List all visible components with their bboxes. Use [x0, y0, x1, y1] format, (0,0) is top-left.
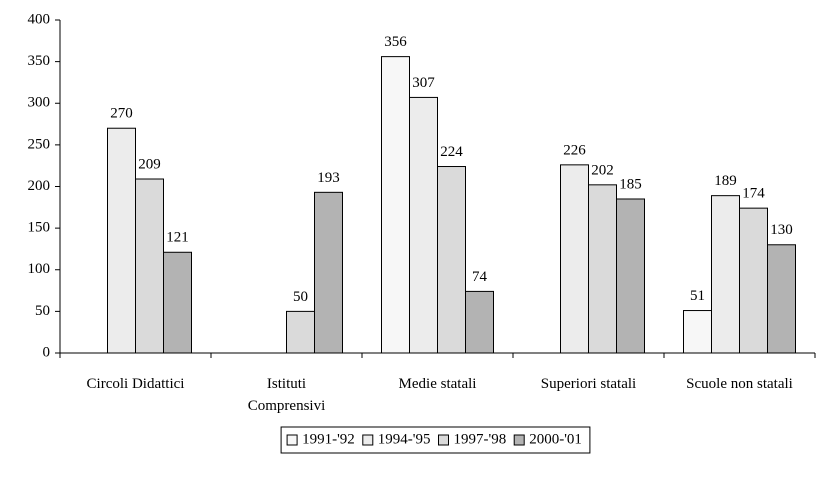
bar: [767, 244, 796, 354]
y-tick-label: 350: [28, 53, 51, 69]
bar: [381, 56, 410, 354]
data-label: 189: [714, 173, 737, 189]
bar: [588, 184, 617, 354]
data-label: 51: [690, 288, 705, 304]
y-tick-label: 200: [28, 178, 51, 194]
y-tick-label: 150: [28, 220, 51, 236]
x-tick-label: Medie statali: [398, 376, 477, 392]
data-label: 226: [563, 142, 586, 158]
data-label: 224: [440, 144, 463, 160]
bar: [465, 290, 494, 354]
bar: [409, 96, 438, 354]
legend-swatch: [438, 434, 449, 446]
bar: [163, 251, 192, 354]
bar: [683, 310, 712, 354]
y-tick-label: 300: [28, 95, 51, 111]
bar: [314, 191, 343, 354]
bar: [711, 195, 740, 354]
legend-swatch: [286, 434, 298, 446]
legend-label: 2000-'01: [529, 431, 582, 447]
legend-swatch: [513, 434, 525, 446]
legend-box: [280, 426, 591, 454]
legend-label: 1991-'92: [302, 431, 355, 447]
data-label: 356: [384, 34, 407, 50]
legend-swatch: [362, 434, 374, 446]
legend-label: 1994-'95: [378, 431, 431, 447]
bar: [437, 166, 466, 354]
bar: [739, 207, 768, 354]
x-tick-label: Circoli Didattici: [86, 376, 185, 392]
bar: [560, 164, 589, 354]
y-tick-label: 50: [35, 303, 50, 319]
bar: [107, 127, 136, 354]
data-label: 121: [166, 230, 189, 246]
bar: [135, 178, 164, 354]
data-label: 50: [293, 289, 308, 305]
y-tick-label: 0: [43, 344, 51, 360]
bar: [616, 198, 645, 354]
x-tick-label: Istituti Comprensivi: [247, 376, 326, 414]
data-label: 202: [591, 162, 614, 178]
legend-label: 1997-'98: [454, 431, 507, 447]
y-tick-label: 250: [28, 136, 51, 152]
bar: [286, 310, 315, 354]
data-label: 130: [770, 222, 793, 238]
data-label: 270: [110, 106, 133, 122]
data-label: 193: [317, 170, 340, 186]
y-tick-label: 400: [28, 11, 51, 27]
x-tick-label: Superiori statali: [540, 376, 637, 392]
x-tick-label: Scuole non statali: [686, 376, 793, 392]
data-label: 185: [619, 176, 642, 192]
data-label: 174: [742, 186, 765, 202]
data-label: 74: [472, 269, 488, 285]
y-tick-label: 100: [28, 261, 51, 277]
data-label: 307: [412, 75, 435, 91]
data-label: 209: [138, 156, 161, 172]
